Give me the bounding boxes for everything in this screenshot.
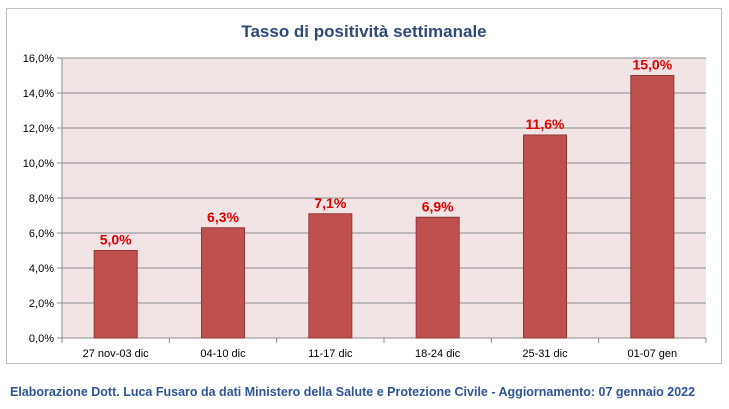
- y-tick-label: 0,0%: [29, 333, 54, 345]
- axes: [57, 57, 707, 343]
- footer-source-note: Elaborazione Dott. Luca Fusaro da dati M…: [10, 385, 696, 399]
- y-tick-label: 2,0%: [29, 298, 54, 310]
- data-label: 11,6%: [526, 116, 565, 132]
- y-tick-label: 4,0%: [29, 263, 54, 275]
- bar: [523, 134, 567, 339]
- x-tick-label: 11-17 dic: [308, 348, 353, 360]
- data-label: 5,0%: [100, 232, 132, 248]
- y-tick-label: 14,0%: [23, 88, 54, 100]
- y-tick-label: 8,0%: [29, 193, 54, 205]
- x-tick-label: 04-10 dic: [200, 348, 246, 360]
- chart-title: Tasso di positività settimanale: [241, 22, 486, 41]
- x-tick-label: 18-24 dic: [415, 348, 461, 360]
- bar: [630, 75, 675, 339]
- bar: [415, 216, 460, 339]
- bar: [308, 213, 353, 339]
- x-tick-label: 27 nov-03 dic: [83, 348, 150, 360]
- y-tick-label: 12,0%: [23, 123, 54, 135]
- x-tick-label: 25-31 dic: [522, 348, 568, 360]
- bar: [93, 250, 138, 339]
- data-label: 6,3%: [207, 209, 239, 225]
- y-tick-label: 6,0%: [29, 228, 54, 240]
- bars: [93, 75, 675, 339]
- chart: Tasso di positività settimanale 5,0% 6,3%…: [23, 22, 707, 360]
- data-labels: 5,0% 6,3% 7,1% 6,9% 11,6% 15,0%: [100, 57, 673, 248]
- y-tick-label: 16,0%: [23, 53, 54, 65]
- data-label: 15,0%: [632, 57, 672, 73]
- data-label: 6,9%: [422, 198, 454, 214]
- gridlines: [62, 57, 706, 339]
- bar: [201, 227, 245, 339]
- y-axis-ticks: 0,0% 2,0% 4,0% 6,0% 8,0% 10,0% 12,0% 14,0% 16,0%: [23, 53, 54, 345]
- x-axis-ticks: 27 nov-03 dic 04-10 dic 11-17 dic 18-24 dic…: [83, 348, 677, 360]
- x-tick-label: 01-07 gen: [628, 348, 678, 360]
- data-label: 7,1%: [314, 195, 346, 211]
- y-tick-label: 10,0%: [23, 158, 54, 170]
